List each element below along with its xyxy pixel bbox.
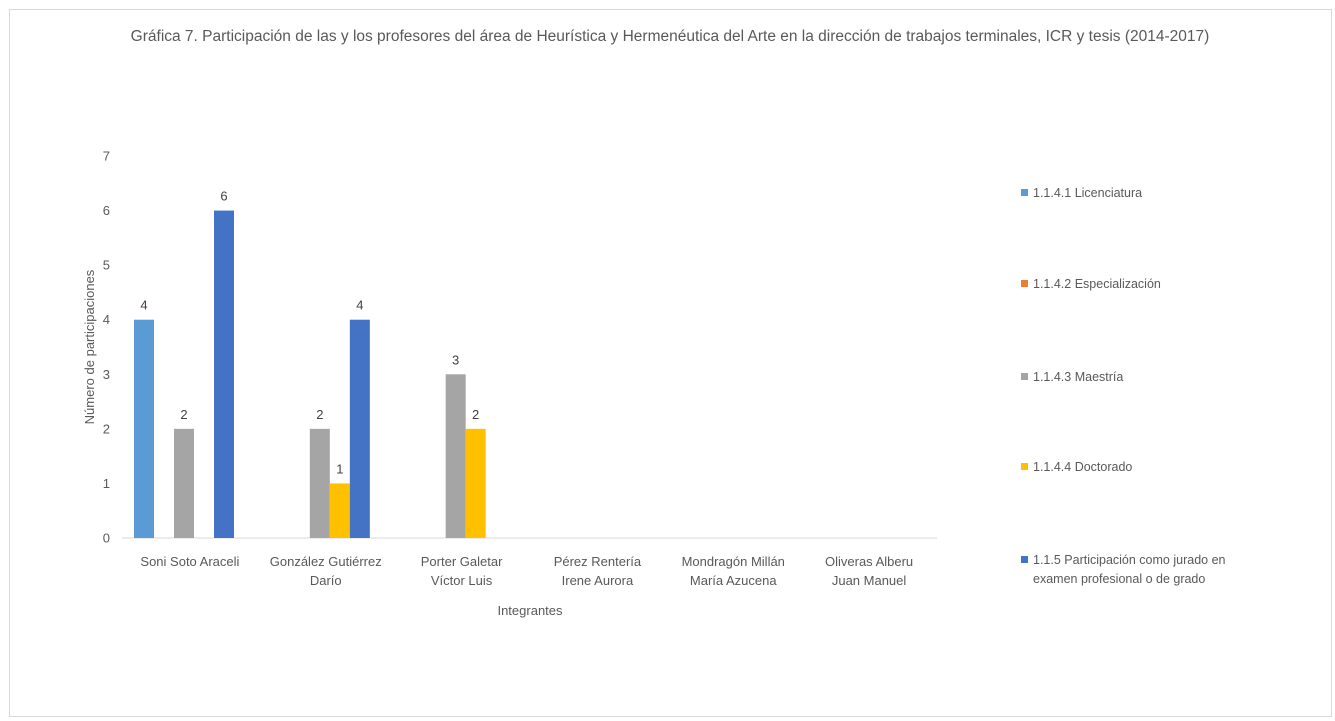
bar	[214, 210, 234, 539]
x-tick-label: González Gutiérrez	[270, 554, 382, 569]
bar	[174, 428, 194, 538]
x-tick-label: Soni Soto Araceli	[140, 554, 239, 569]
bar	[329, 483, 350, 538]
y-tick-label: 3	[103, 367, 110, 382]
y-tick-label: 4	[103, 312, 110, 327]
legend-swatch	[1021, 189, 1028, 196]
data-label: 2	[472, 407, 479, 422]
legend-label: 1.1.5 Participación como jurado en	[1033, 553, 1226, 567]
data-label: 1	[336, 461, 343, 476]
bar	[309, 428, 330, 538]
x-tick-label: Irene Aurora	[562, 573, 634, 588]
legend-label: 1.1.4.1 Licenciatura	[1033, 186, 1142, 200]
x-tick-label: María Azucena	[690, 573, 777, 588]
chart-title: Gráfica 7. Participación de las y los pr…	[130, 28, 1210, 45]
x-tick-label: Darío	[310, 573, 342, 588]
data-label: 4	[140, 298, 147, 313]
y-tick-label: 5	[103, 258, 110, 273]
legend-swatch	[1021, 280, 1028, 287]
y-tick-label: 1	[103, 476, 110, 491]
legend-swatch	[1021, 463, 1028, 470]
data-label: 2	[180, 407, 187, 422]
legend-label: 1.1.4.4 Doctorado	[1033, 460, 1132, 474]
x-axis-title: Integrantes	[497, 603, 563, 618]
x-tick-label: Pérez Rentería	[554, 554, 642, 569]
bar	[349, 319, 370, 538]
legend-label: examen profesional o de grado	[1033, 572, 1205, 586]
bar	[445, 374, 466, 538]
x-tick-label: Oliveras Alberu	[825, 554, 913, 569]
legend-label: 1.1.4.3 Maestría	[1033, 370, 1123, 384]
data-label: 6	[220, 189, 227, 204]
x-tick-label: Víctor Luis	[431, 573, 493, 588]
y-tick-label: 7	[103, 149, 110, 164]
x-tick-label: Porter Galetar	[421, 554, 503, 569]
data-label: 4	[356, 298, 363, 313]
y-axis-title: Número de participaciones	[82, 269, 97, 424]
legend-swatch	[1021, 556, 1028, 563]
data-label: 3	[452, 352, 459, 367]
bar	[134, 319, 154, 538]
legend-label: 1.1.4.2 Especialización	[1033, 277, 1161, 291]
legend-swatch	[1021, 373, 1028, 380]
x-tick-label: Juan Manuel	[832, 573, 907, 588]
y-tick-label: 0	[103, 531, 110, 546]
x-tick-label: Mondragón Millán	[682, 554, 785, 569]
bar	[465, 428, 486, 538]
y-tick-label: 2	[103, 421, 110, 436]
data-label: 2	[316, 407, 323, 422]
y-tick-label: 6	[103, 203, 110, 218]
